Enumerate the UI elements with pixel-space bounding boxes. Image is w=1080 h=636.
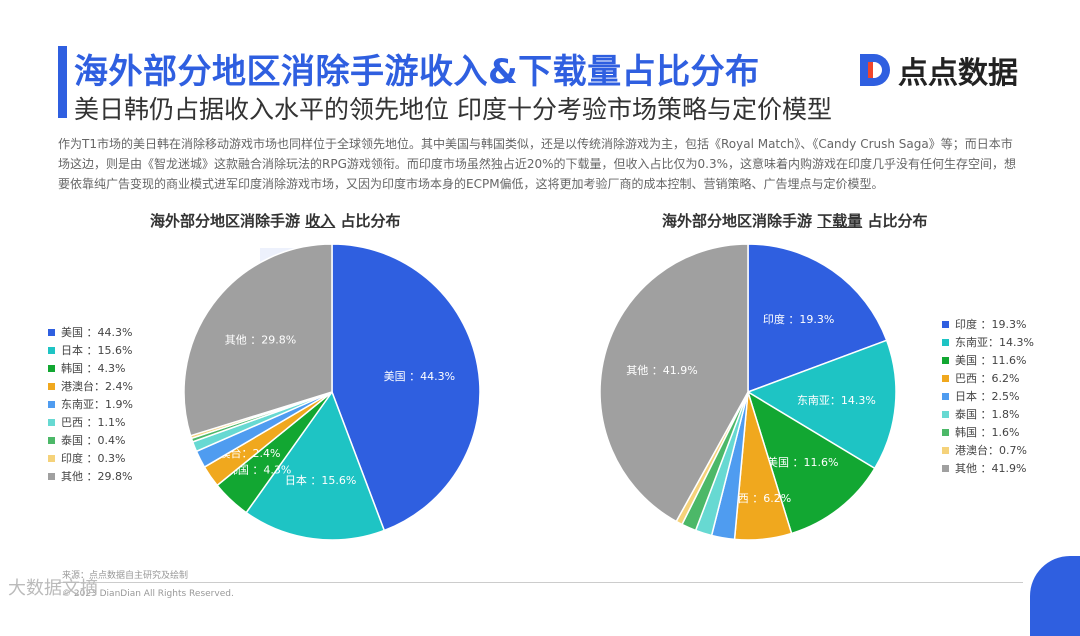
downloads-pie-chart: 印度 ：19.3% 东南亚：14.3% 美国 ：11.6% 巴西 ：6.2% 其他 ：4…	[599, 243, 897, 541]
slice-label-1-0: 印度 ：19.3%	[763, 312, 834, 326]
legend-label: 其他 ：41.9%	[955, 462, 1027, 475]
legend-swatch	[942, 392, 949, 400]
pie-slice-0-1	[245, 390, 386, 541]
legend-item-1-5: 泰国 ：1.8%	[942, 406, 1034, 424]
pie-slice-0-8	[183, 243, 333, 437]
revenue-pie-chart: 美国 ：44.3%日本 ：15.6%韩国 ：4.3%港澳台：2.4%其他 ：29…	[183, 243, 481, 541]
slice-label-0-8: 其他 ：29.8%	[225, 333, 296, 346]
slice-label-1-3: 巴西 ：6.2%	[727, 492, 791, 505]
diandian-logo-icon	[860, 54, 890, 86]
legend-label: 日本 ：15.6%	[61, 344, 133, 357]
legend-swatch	[48, 382, 55, 390]
pie-slice-1-0	[747, 243, 888, 394]
legend-swatch	[942, 338, 949, 346]
source-note: 来源：点点数据自主研究及绘制	[62, 571, 189, 581]
legend-swatch	[48, 418, 55, 426]
legend-item-1-4: 日本 ：2.5%	[942, 388, 1034, 406]
legend-swatch	[942, 464, 949, 472]
pie-slice-0-0	[331, 243, 481, 532]
legend-item-1-1: 东南亚：14.3%	[942, 334, 1034, 352]
legend-item-0-1: 日本 ：15.6%	[48, 342, 133, 360]
legend-label: 泰国 ：0.4%	[61, 434, 126, 447]
title-accent-bar	[58, 46, 67, 118]
legend-label: 泰国 ：1.8%	[955, 408, 1020, 421]
pie-slice-1-1	[746, 339, 897, 470]
legend-swatch	[942, 374, 949, 382]
slice-label-1-2: 美国 ：11.6%	[767, 456, 838, 469]
legend-swatch	[942, 428, 949, 436]
copyright-text: © 2023 DianDian All Rights Reserved.	[62, 589, 234, 599]
page-title: 海外部分地区消除手游收入&下载量占比分布	[74, 52, 760, 92]
legend-item-1-0: 印度 ：19.3%	[942, 316, 1034, 334]
legend-label: 韩国 ：4.3%	[61, 362, 126, 375]
slice-label-0-0: 美国 ：44.3%	[384, 370, 455, 383]
legend-swatch	[942, 320, 949, 328]
pie-slice-1-8	[599, 243, 749, 523]
legend-swatch	[48, 328, 55, 336]
legend-label: 印度 ：19.3%	[955, 318, 1027, 331]
legend-swatch	[48, 400, 55, 408]
legend-label: 东南亚：1.9%	[61, 398, 133, 411]
legend-item-1-8: 其他 ：41.9%	[942, 460, 1034, 478]
legend-item-0-5: 巴西 ：1.1%	[48, 414, 133, 432]
legend-swatch	[48, 454, 55, 462]
legend-label: 其他 ：29.8%	[61, 470, 133, 483]
bottom-watermark: 大数据文摘	[8, 578, 98, 599]
legend-item-1-6: 韩国 ：1.6%	[942, 424, 1034, 442]
legend-label: 巴西 ：1.1%	[61, 416, 126, 429]
slice-label-1-8: 其他 ：41.9%	[626, 364, 697, 377]
legend-swatch	[48, 346, 55, 354]
description-text: 作为T1市场的美日韩在消除移动游戏市场也同样位于全球领先地位。其中美国与韩国类似…	[58, 137, 1017, 191]
legend-item-0-8: 其他 ：29.8%	[48, 468, 133, 486]
slice-label-1-1: 东南亚：14.3%	[797, 394, 876, 407]
legend-swatch	[942, 446, 949, 454]
legend-item-1-7: 港澳台：0.7%	[942, 442, 1034, 460]
chart-title-downloads: 海外部分地区消除手游 下载量 占比分布	[662, 212, 928, 230]
legend-swatch	[942, 356, 949, 364]
legend-swatch	[48, 436, 55, 444]
legend-item-0-2: 韩国 ：4.3%	[48, 360, 133, 378]
corner-decoration	[1030, 556, 1080, 636]
legend-label: 东南亚：14.3%	[955, 336, 1034, 349]
legend-item-1-3: 巴西 ：6.2%	[942, 370, 1034, 388]
legend-swatch	[942, 410, 949, 418]
legend-item-0-4: 东南亚：1.9%	[48, 396, 133, 414]
legend-label: 美国 ：44.3%	[61, 326, 133, 339]
legend-swatch	[48, 364, 55, 372]
legend-item-0-6: 泰国 ：0.4%	[48, 432, 133, 450]
chart-title-revenue: 海外部分地区消除手游 收入 占比分布	[150, 212, 401, 230]
legend-label: 港澳台：2.4%	[61, 380, 133, 393]
legend-label: 韩国 ：1.6%	[955, 426, 1020, 439]
page-subtitle: 美日韩仍占据收入水平的领先地位 印度十分考验市场策略与定价模型	[74, 95, 832, 124]
legend-swatch	[48, 472, 55, 480]
downloads-legend: 印度 ：19.3% 东南亚：14.3% 美国 ：11.6% 巴西 ：6.2% 日本 ：2…	[942, 316, 1034, 478]
legend-label: 巴西 ：6.2%	[955, 372, 1020, 385]
logo-text: 点点数据	[898, 56, 1018, 91]
legend-label: 日本 ：2.5%	[955, 390, 1020, 403]
footer-divider	[58, 582, 1023, 583]
slice-label-0-1: 日本 ：15.6%	[285, 473, 356, 487]
pie-slice-1-2	[746, 390, 876, 535]
legend-item-0-3: 港澳台：2.4%	[48, 378, 133, 396]
legend-item-0-7: 印度 ：0.3%	[48, 450, 133, 468]
legend-item-0-0: 美国 ：44.3%	[48, 324, 133, 342]
legend-item-1-2: 美国 ：11.6%	[942, 352, 1034, 370]
legend-label: 印度 ：0.3%	[61, 452, 126, 465]
slice-label-0-2: 韩国 ：4.3%	[227, 463, 291, 477]
legend-label: 美国 ：11.6%	[955, 354, 1027, 367]
revenue-legend: 美国 ：44.3% 日本 ：15.6% 韩国 ：4.3% 港澳台：2.4% 东南亚：1.…	[48, 324, 133, 486]
legend-label: 港澳台：0.7%	[955, 444, 1027, 457]
